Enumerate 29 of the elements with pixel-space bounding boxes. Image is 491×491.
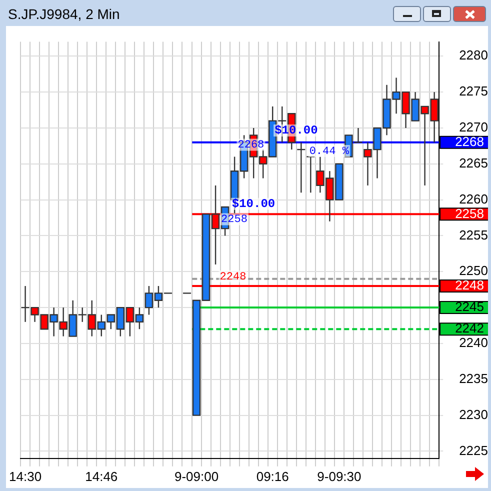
x-tick-label: 09:16: [256, 468, 289, 484]
chart-title: S.JP.J9984, 2 Min: [8, 5, 120, 24]
ref-line-label: 2248: [455, 278, 484, 293]
y-tick-label: 2255: [459, 227, 488, 242]
y-tick-label: 2225: [459, 442, 488, 458]
y-tick-label: 2230: [459, 406, 488, 422]
ref-line-label: 2268: [455, 134, 484, 149]
x-tick-label: 9-09:30: [317, 468, 362, 484]
ref-line-label: 2242: [455, 320, 484, 336]
y-tick-label: 2270: [459, 120, 488, 135]
y-tick-label: 2275: [459, 84, 488, 99]
y-tick-label: 2265: [459, 155, 488, 170]
y-tick-label: 2235: [459, 370, 488, 386]
y-tick-label: 2280: [459, 48, 488, 63]
annotation: 2248: [220, 271, 246, 284]
annotation: 0.44 %: [309, 146, 350, 158]
candlestick: [306, 156, 316, 194]
annotation: 2268: [238, 140, 264, 152]
annotation: 2258: [221, 214, 248, 226]
annotation: $10.00: [274, 124, 318, 138]
annotation: $10.00: [232, 196, 276, 211]
y-tick-label: 2240: [459, 335, 488, 350]
y-tick-label: 2250: [459, 263, 488, 278]
x-tick-label: 9-09:00: [174, 468, 219, 484]
ref-line-label: 2258: [455, 206, 484, 221]
x-tick-label: 14:30: [9, 468, 42, 484]
ref-line-label: 2245: [455, 299, 484, 314]
y-tick-label: 2260: [459, 191, 488, 206]
x-tick-label: 14:46: [85, 468, 118, 484]
